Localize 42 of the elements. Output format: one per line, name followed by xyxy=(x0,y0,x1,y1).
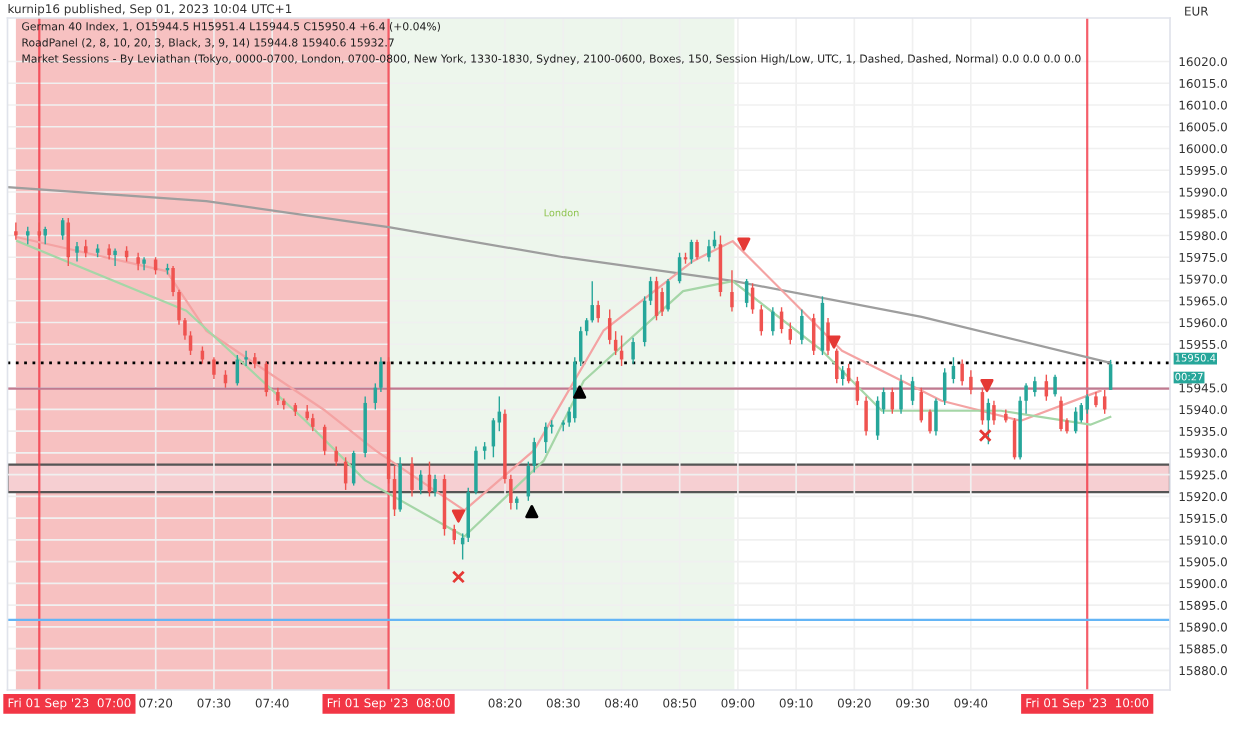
candlestick xyxy=(1053,373,1057,398)
candlestick xyxy=(596,300,600,324)
candlestick xyxy=(730,269,734,313)
candlestick xyxy=(113,247,117,267)
candlestick xyxy=(474,445,478,495)
point xyxy=(737,237,751,251)
candlestick xyxy=(14,221,18,241)
candlestick xyxy=(800,308,804,345)
candlestick xyxy=(244,350,248,367)
point xyxy=(573,385,587,399)
point xyxy=(451,570,466,584)
candlestick xyxy=(212,356,216,380)
candlestick xyxy=(899,373,903,415)
candlestick xyxy=(992,400,996,426)
candlestick xyxy=(544,421,548,454)
candlestick xyxy=(840,365,845,387)
point xyxy=(980,378,994,393)
candlestick xyxy=(934,397,938,437)
candlestick xyxy=(1085,393,1089,415)
candlestick xyxy=(660,286,664,317)
point xyxy=(451,509,466,523)
point xyxy=(525,505,539,519)
candlestick xyxy=(928,408,932,435)
candlestick xyxy=(969,369,973,395)
candlestick xyxy=(835,347,839,385)
candlestick xyxy=(334,445,338,467)
candlestick xyxy=(631,336,635,365)
candlestick xyxy=(826,317,830,356)
point xyxy=(978,428,992,443)
candlestick xyxy=(771,306,775,337)
candlestick xyxy=(1033,376,1037,398)
candlestick xyxy=(707,239,711,263)
candlestick xyxy=(398,456,402,513)
candlestick xyxy=(864,395,868,437)
candlestick xyxy=(1059,395,1063,432)
candlestick xyxy=(666,278,670,313)
candlestick xyxy=(960,358,964,387)
candlestick xyxy=(433,474,437,498)
point xyxy=(827,335,841,349)
candlestick xyxy=(695,239,699,261)
candlestick xyxy=(410,456,414,498)
candlestick xyxy=(75,241,79,263)
